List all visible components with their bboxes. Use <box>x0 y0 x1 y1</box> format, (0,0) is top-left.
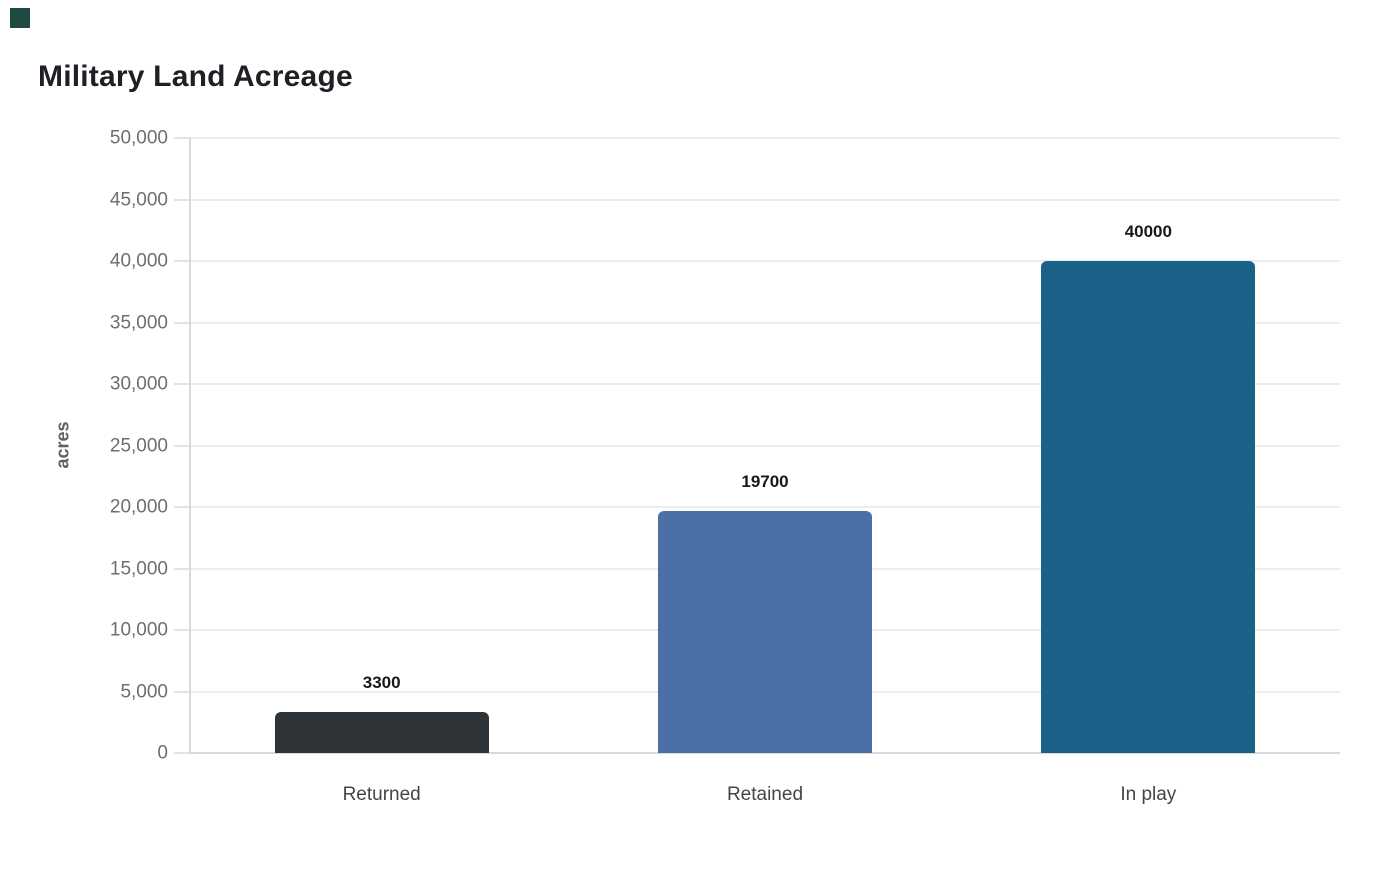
gridline <box>190 444 1340 447</box>
y-tick-mark <box>174 629 190 631</box>
bar-value-label: 19700 <box>741 471 789 491</box>
gridline <box>190 506 1340 508</box>
bar-value-label: 3300 <box>362 673 401 693</box>
bar-value-label: 40000 <box>1124 222 1172 241</box>
y-tick-label: 45,000 <box>109 189 168 210</box>
y-tick-mark <box>174 444 190 447</box>
y-tick-label: 15,000 <box>109 558 168 579</box>
y-tick-label: 35,000 <box>109 312 168 333</box>
bar-in-play <box>1041 261 1256 753</box>
y-tick-mark <box>174 506 190 508</box>
y-tick-label: 10,000 <box>109 619 168 641</box>
gridline <box>190 137 1340 139</box>
gridline <box>190 321 1340 324</box>
y-tick-label: 40,000 <box>109 250 168 272</box>
gridline <box>190 198 1340 201</box>
corner-mark <box>10 8 30 28</box>
y-tick-mark <box>174 198 190 201</box>
y-tick-label: 30,000 <box>109 373 168 395</box>
y-tick-mark <box>174 383 190 385</box>
x-tick-label: In play <box>1120 784 1177 805</box>
bar-returned <box>274 712 489 753</box>
y-tick-mark <box>174 752 190 754</box>
x-tick-label: Retained <box>726 784 804 805</box>
y-tick-label: 50,000 <box>109 127 168 149</box>
y-tick-mark <box>174 260 190 262</box>
y-tick-label: 5,000 <box>120 681 168 702</box>
y-tick-label: 25,000 <box>109 435 168 456</box>
y-tick-label: 20,000 <box>109 496 168 518</box>
x-axis-line <box>190 752 1340 754</box>
y-tick-mark <box>174 567 190 570</box>
y-tick-mark <box>174 690 190 693</box>
plot-area: 0 5,000 10,000 15,000 20,000 25,000 30,000 35,0… <box>110 129 1340 805</box>
gridline <box>190 260 1340 262</box>
y-tick-mark <box>174 137 190 139</box>
y-tick-label: 0 <box>157 742 168 764</box>
chart-title: Military Land Acreage <box>38 60 353 93</box>
x-tick-label: Returned <box>342 784 421 805</box>
y-axis-line <box>189 138 191 753</box>
gridline <box>190 383 1340 385</box>
y-tick-mark <box>174 321 190 324</box>
bar-retained <box>658 510 872 753</box>
